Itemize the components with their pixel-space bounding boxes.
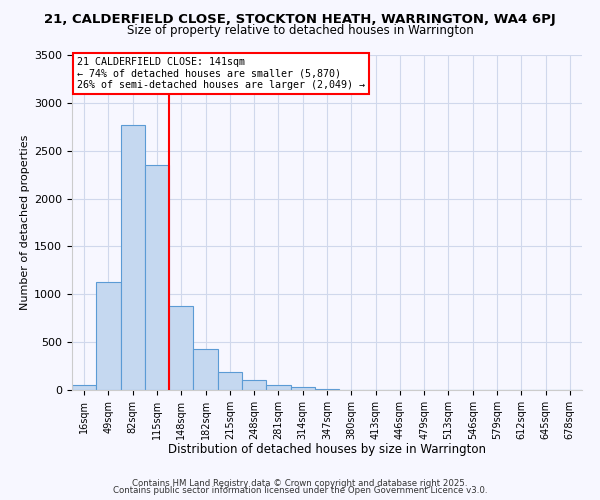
Text: 21, CALDERFIELD CLOSE, STOCKTON HEATH, WARRINGTON, WA4 6PJ: 21, CALDERFIELD CLOSE, STOCKTON HEATH, W… — [44, 12, 556, 26]
Bar — [145, 165, 169, 390]
Bar — [96, 282, 121, 390]
Bar — [266, 385, 290, 390]
Text: Contains HM Land Registry data © Crown copyright and database right 2025.: Contains HM Land Registry data © Crown c… — [132, 478, 468, 488]
Text: Size of property relative to detached houses in Warrington: Size of property relative to detached ho… — [127, 24, 473, 37]
Bar — [169, 306, 193, 390]
Text: 21 CALDERFIELD CLOSE: 141sqm
← 74% of detached houses are smaller (5,870)
26% of: 21 CALDERFIELD CLOSE: 141sqm ← 74% of de… — [77, 56, 365, 90]
Bar — [290, 388, 315, 390]
Bar — [242, 380, 266, 390]
X-axis label: Distribution of detached houses by size in Warrington: Distribution of detached houses by size … — [168, 444, 486, 456]
Bar — [315, 389, 339, 390]
Text: Contains public sector information licensed under the Open Government Licence v3: Contains public sector information licen… — [113, 486, 487, 495]
Bar — [218, 372, 242, 390]
Bar — [72, 385, 96, 390]
Bar — [193, 349, 218, 390]
Bar — [121, 125, 145, 390]
Y-axis label: Number of detached properties: Number of detached properties — [20, 135, 30, 310]
